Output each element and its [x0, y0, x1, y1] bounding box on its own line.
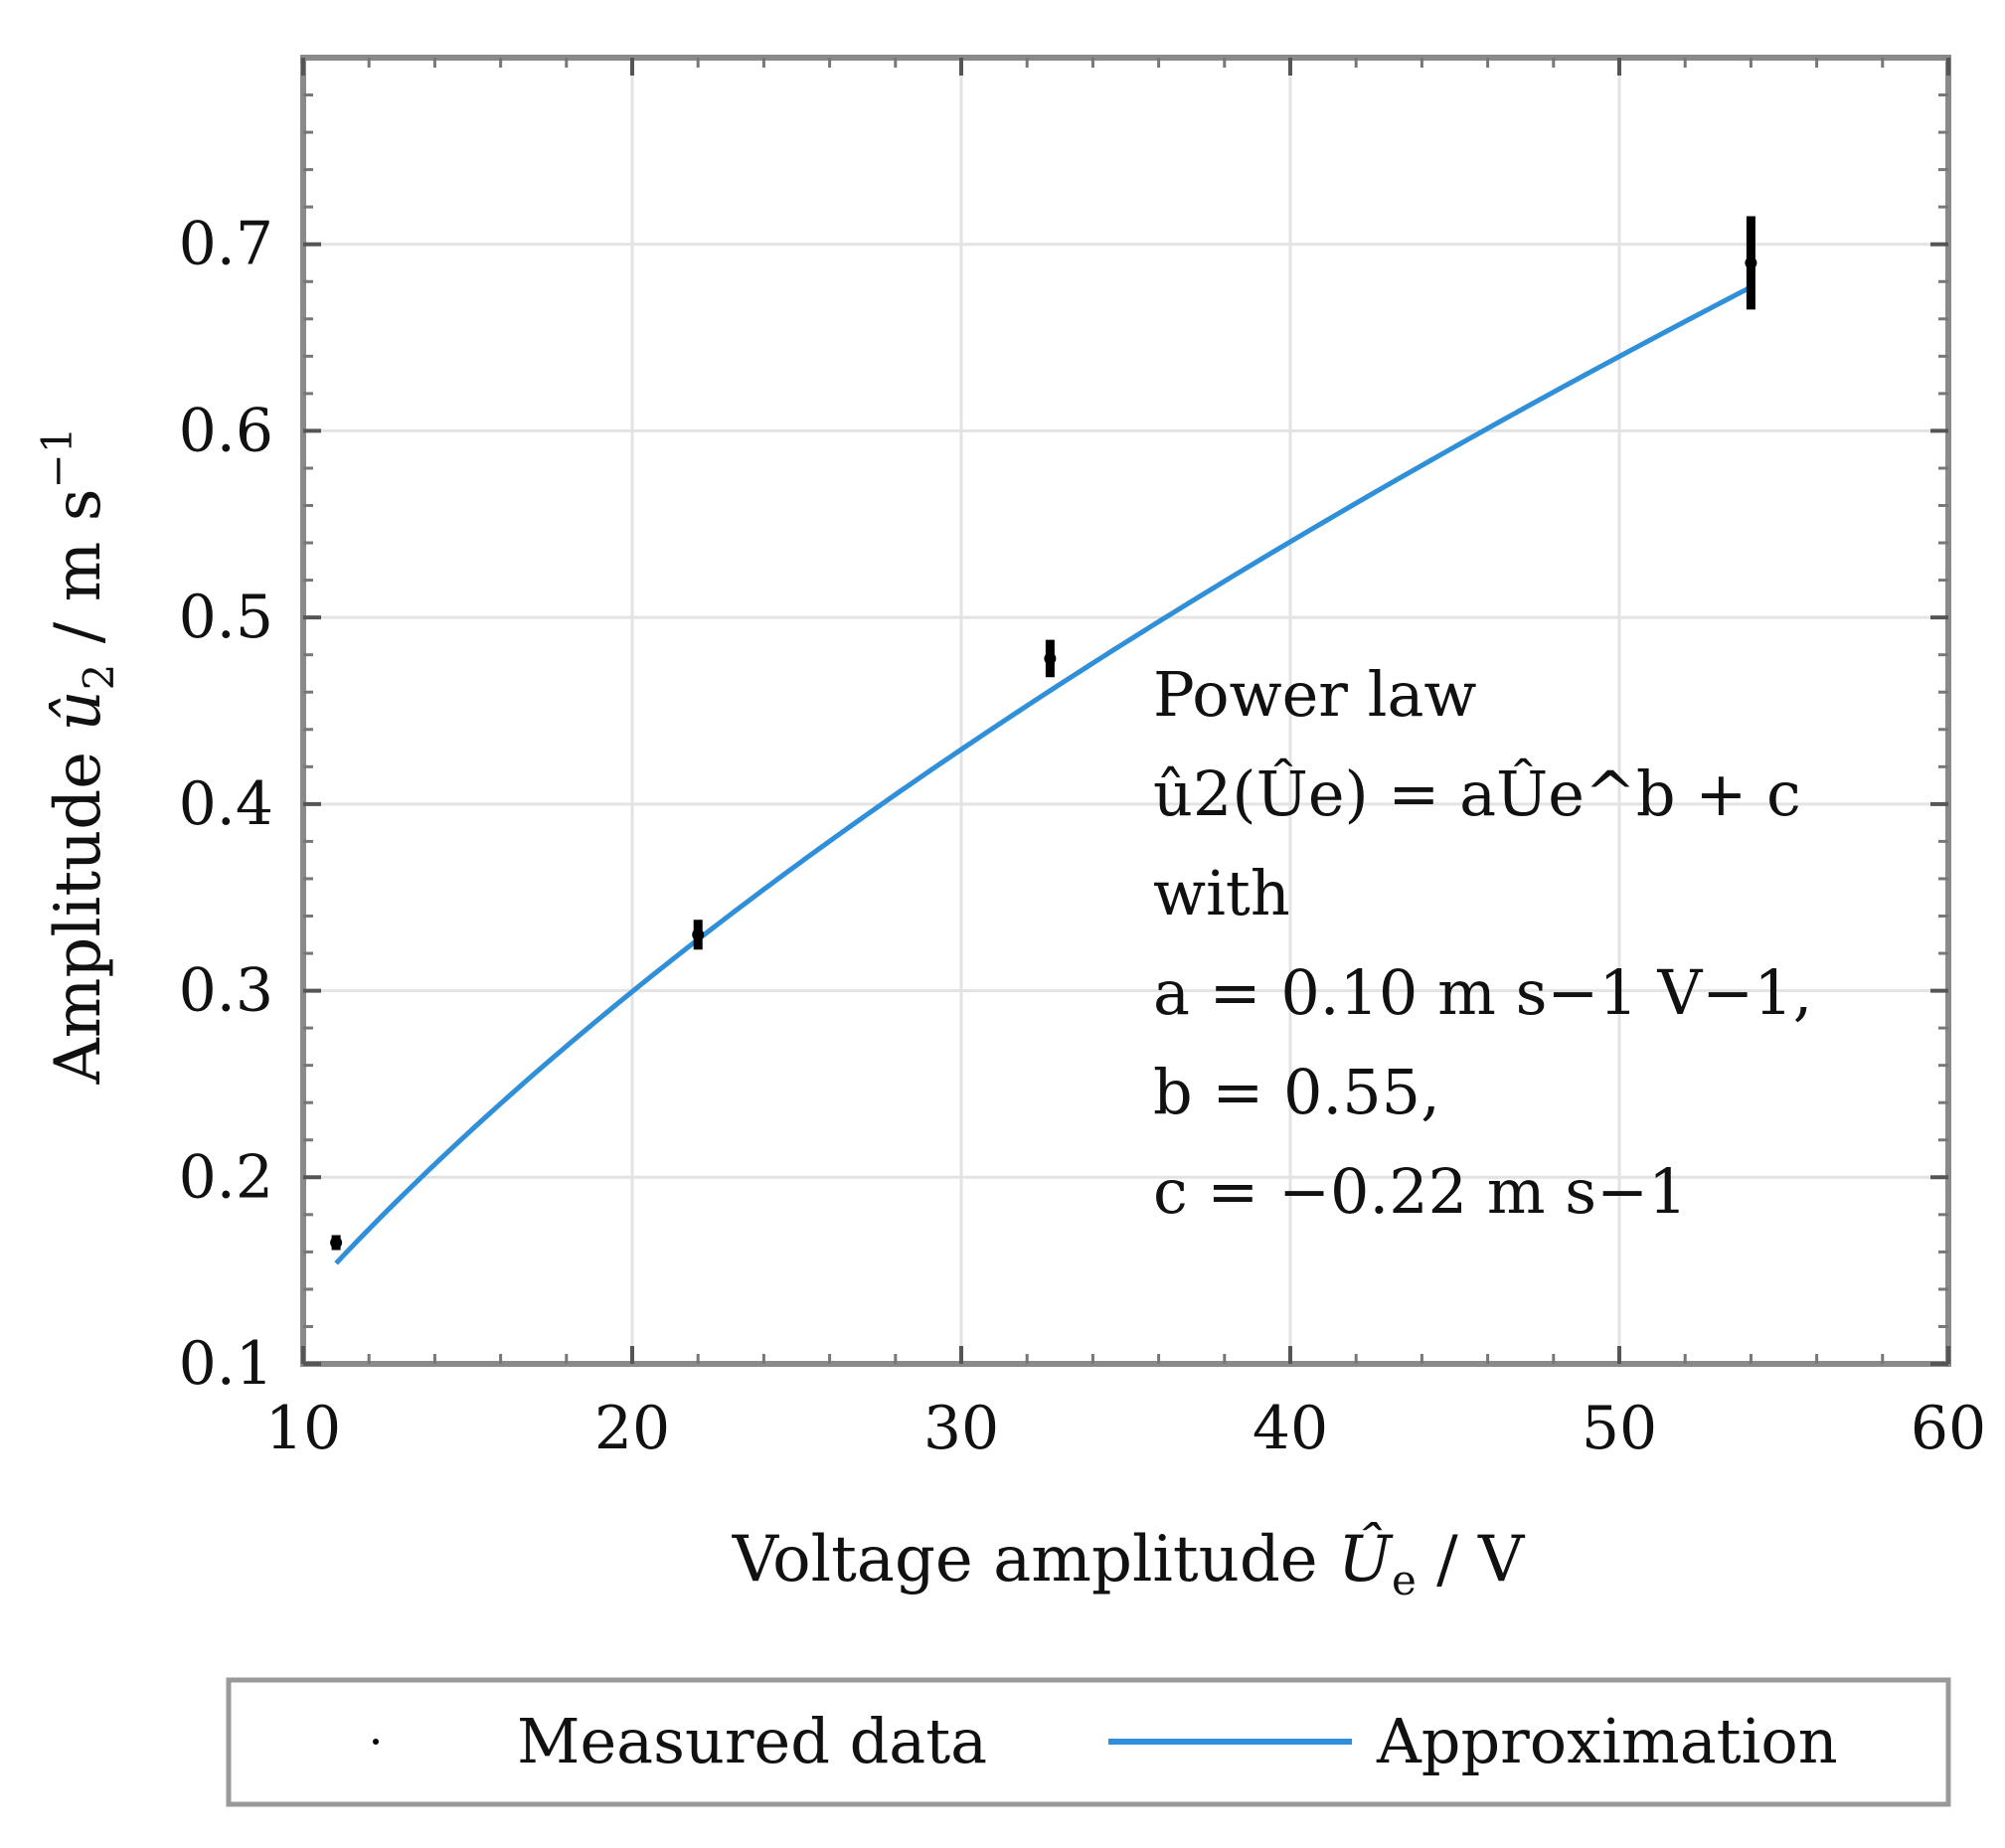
power-law-annotation: Power law û2(Ûe) = aÛe^b + c with a = 0.…	[1153, 658, 1812, 1228]
plot-frame	[300, 55, 1951, 1367]
measured-point-2	[1044, 652, 1057, 665]
axes-frame	[300, 55, 1951, 1367]
annotation-line-4: a = 0.10 m s−1 V−1,	[1153, 956, 1812, 1029]
y-tick-label-2: 0.3	[179, 956, 273, 1026]
measured-point-0	[330, 1236, 343, 1249]
x-tick-label-1: 20	[594, 1394, 670, 1463]
y-tick-label-1: 0.2	[179, 1142, 273, 1212]
x-tick-label-4: 50	[1582, 1394, 1657, 1463]
y-tick-label-4: 0.5	[179, 583, 273, 652]
annotation-line-3: with	[1153, 857, 1290, 929]
approximation-line	[334, 284, 1753, 1265]
measured-point-1	[692, 928, 705, 941]
x-tick-label-3: 40	[1253, 1394, 1328, 1463]
y-tick-label-0: 0.1	[179, 1329, 273, 1399]
legend-measured-marker	[373, 1739, 379, 1745]
annotation-line-2: û2(Ûe) = aÛe^b + c	[1153, 757, 1801, 830]
x-tick-label-5: 60	[1911, 1394, 1986, 1463]
x-tick-label-0: 10	[265, 1394, 341, 1463]
y-tick-label-5: 0.6	[179, 396, 273, 465]
x-axis-label: Voltage amplitude Ûe / V	[732, 1522, 1526, 1604]
tick-labels: 10 20 30 40 50 60 0.1 0.2 0.3 0.4 0.5 0.6 0.7	[179, 210, 1987, 1463]
legend-approximation-label: Approximation	[1376, 1705, 1838, 1777]
legend: Measured data Approximation	[226, 1677, 1951, 1807]
annotation-line-1: Power law	[1153, 658, 1477, 731]
legend-measured-label: Measured data	[517, 1705, 987, 1777]
y-tick-label-6: 0.7	[179, 210, 273, 279]
annotation-line-6: c = −0.22 m s−1	[1153, 1155, 1688, 1228]
annotation-line-5: b = 0.55,	[1153, 1056, 1440, 1128]
tick-marks	[301, 58, 1950, 1366]
grid-layer	[303, 58, 1948, 1364]
series-layer	[330, 216, 1757, 1265]
y-tick-label-3: 0.4	[179, 769, 273, 839]
y-axis-label: Amplitude û2 / m s−1	[33, 427, 123, 1086]
measured-point-3	[1745, 256, 1757, 269]
x-tick-label-2: 30	[923, 1394, 999, 1463]
legend-box	[226, 1677, 1951, 1807]
